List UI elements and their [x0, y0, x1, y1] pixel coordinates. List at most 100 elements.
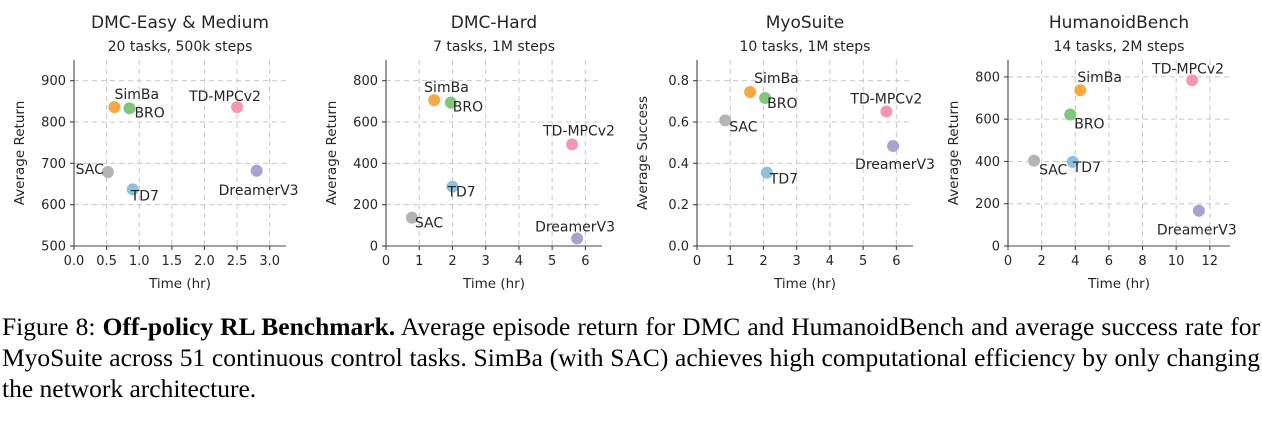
point-label-td-mpcv2: TD-MPCv2 — [849, 91, 922, 107]
y-tick-label: 400 — [975, 155, 1000, 170]
caption-bold: Off-policy RL Benchmark. — [102, 312, 396, 341]
point-label-bro: BRO — [134, 105, 164, 121]
chart-panel-2: DMC-Hard 7 tasks, 1M steps 0 1 2 3 4 5 6 0 200 400 6… — [324, 13, 615, 292]
point-label-sac: SAC — [729, 119, 757, 135]
point-label-td7: TD7 — [1072, 160, 1101, 176]
point-bro — [123, 102, 136, 115]
x-tick-label: 4 — [515, 254, 523, 269]
y-tick-label: 400 — [353, 157, 378, 172]
point-sac — [101, 166, 114, 179]
chart-subtitle: 20 tasks, 500k steps — [108, 39, 253, 55]
x-tick-label: 10 — [1168, 254, 1185, 269]
x-axis-label: Time (hr) — [462, 276, 525, 292]
point-label-sac: SAC — [76, 162, 104, 178]
x-tick-label: 2 — [448, 254, 456, 269]
point-td-mpcv2 — [1186, 74, 1199, 87]
point-td7 — [1066, 155, 1079, 168]
x-tick-label: 5 — [548, 254, 556, 269]
point-label-bro: BRO — [767, 96, 797, 112]
point-dreamerv3 — [250, 164, 263, 177]
y-axis-label: Average Return — [12, 101, 28, 206]
x-tick-label: 2 — [1037, 254, 1045, 269]
y-tick-label: 600 — [975, 113, 1000, 128]
point-simba — [1074, 84, 1087, 97]
point-label-dreamerv3: DreamerV3 — [855, 157, 935, 173]
y-tick-label: 0.2 — [668, 198, 689, 213]
x-tick-label: 5 — [859, 254, 867, 269]
point-sac — [719, 114, 732, 127]
x-tick-label: 0 — [382, 254, 390, 269]
y-tick-label: 0 — [370, 240, 378, 255]
point-label-dreamerv3: DreamerV3 — [1157, 223, 1237, 239]
benchmark-figure: DMC-Easy & Medium 20 tasks, 500k steps 0.0… — [12, 13, 1237, 292]
x-tick-label: 1.5 — [162, 254, 183, 269]
point-label-simba: SimBa — [754, 71, 799, 87]
point-td-mpcv2 — [880, 105, 893, 118]
y-tick-label: 600 — [353, 116, 378, 131]
x-tick-label: 0.0 — [64, 254, 85, 269]
x-tick-label: 12 — [1202, 254, 1219, 269]
y-tick-label: 0.0 — [668, 240, 689, 255]
point-bro — [444, 96, 457, 109]
y-axis-label: Average Return — [324, 101, 340, 206]
chart-subtitle: 14 tasks, 2M steps — [1054, 39, 1185, 55]
x-tick-label: 3.0 — [259, 254, 280, 269]
point-label-sac: SAC — [1039, 163, 1067, 179]
point-label-sac: SAC — [415, 216, 443, 232]
y-tick-label: 800 — [41, 116, 66, 131]
y-tick-label: 0.4 — [668, 157, 689, 172]
x-tick-label: 6 — [581, 254, 589, 269]
chart-panel-4: HumanoidBench 14 tasks, 2M steps 0 2 4 6 8 10 12… — [946, 13, 1237, 292]
chart-subtitle: 10 tasks, 1M steps — [740, 39, 871, 55]
y-tick-label: 0 — [992, 240, 1000, 255]
x-tick-label: 4 — [826, 254, 834, 269]
point-label-td7: TD7 — [769, 172, 798, 188]
chart-title: MyoSuite — [766, 13, 845, 33]
point-td-mpcv2 — [231, 101, 244, 114]
x-tick-label: 0 — [1004, 254, 1012, 269]
x-tick-label: 4 — [1071, 254, 1079, 269]
y-tick-label: 200 — [353, 198, 378, 213]
point-td7 — [126, 183, 139, 196]
caption-prefix: Figure 8: — [2, 312, 103, 341]
point-label-td-mpcv2: TD-MPCv2 — [1151, 61, 1224, 77]
point-label-td-mpcv2: TD-MPCv2 — [542, 123, 615, 139]
x-tick-label: 1 — [415, 254, 423, 269]
y-tick-label: 500 — [41, 240, 66, 255]
x-tick-label: 3 — [793, 254, 801, 269]
chart-panel-3: MyoSuite 10 tasks, 1M steps 0 1 2 3 4 5 6 0.0 0.2 0… — [635, 13, 935, 292]
x-tick-label: 1.0 — [129, 254, 150, 269]
x-tick-label: 2 — [759, 254, 767, 269]
point-bro — [759, 92, 772, 105]
y-tick-label: 900 — [41, 74, 66, 89]
y-axis-label: Average Success — [635, 96, 651, 210]
x-tick-label: 6 — [892, 254, 900, 269]
point-label-td7: TD7 — [446, 185, 475, 201]
figure-caption: Figure 8: Off-policy RL Benchmark. Avera… — [2, 311, 1260, 404]
y-axis-label: Average Return — [946, 101, 962, 206]
point-label-simba: SimBa — [424, 80, 469, 96]
point-sac — [1028, 154, 1041, 167]
point-label-dreamerv3: DreamerV3 — [535, 220, 615, 236]
point-bro — [1064, 108, 1077, 121]
y-tick-label: 0.8 — [668, 74, 689, 89]
point-td7 — [760, 166, 773, 179]
y-tick-label: 800 — [975, 70, 1000, 85]
x-tick-label: 8 — [1138, 254, 1146, 269]
x-tick-label: 2.0 — [194, 254, 215, 269]
y-tick-label: 800 — [353, 74, 378, 89]
x-tick-label: 0 — [693, 254, 701, 269]
point-td-mpcv2 — [566, 138, 579, 151]
y-tick-label: 200 — [975, 197, 1000, 212]
point-simba — [108, 101, 121, 114]
point-simba — [744, 86, 757, 99]
point-td7 — [446, 180, 459, 193]
caption-text: Average episode return for DMC and Human… — [2, 312, 1260, 403]
chart-title: DMC-Easy & Medium — [91, 13, 269, 33]
x-tick-label: 2.5 — [227, 254, 248, 269]
point-label-td-mpcv2: TD-MPCv2 — [188, 89, 261, 105]
point-dreamerv3 — [571, 232, 584, 245]
point-dreamerv3 — [887, 139, 900, 152]
point-label-simba: SimBa — [1077, 70, 1122, 86]
chart-subtitle: 7 tasks, 1M steps — [433, 39, 555, 55]
